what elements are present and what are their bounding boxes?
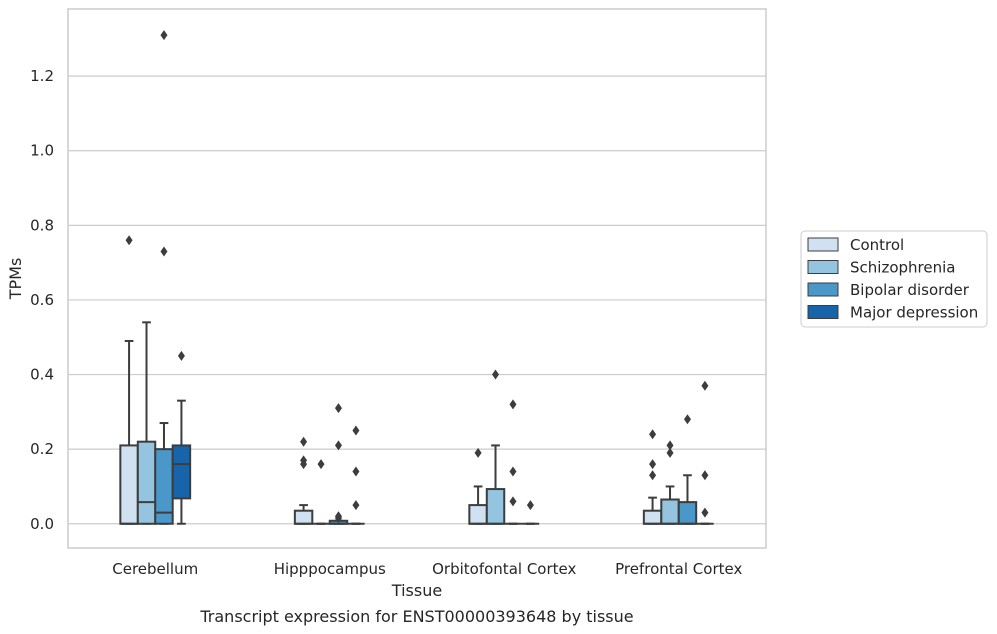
box [660,498,680,525]
outlier-point [526,500,534,511]
legend-swatch [807,260,839,274]
box [485,488,506,525]
outlier-point [701,507,709,518]
box-group [677,414,698,525]
chart-title: Transcript expression for ENST0000039364… [199,607,633,626]
legend-label: Bipolar disorder [850,281,970,299]
outlier-point [666,440,674,451]
box-group [171,350,192,525]
legend-swatch [807,305,839,319]
x-tick-label: Prefrontal Cortex [615,560,742,578]
box [293,509,314,525]
legend-label: Major depression [850,304,978,322]
outlier-point [683,414,691,425]
legend-box [800,230,988,328]
box [119,444,139,525]
legend-swatch [807,237,839,252]
outlier-point [334,403,342,414]
box-group [521,500,540,525]
legend-label: Schizophrenia [850,259,955,277]
box-group [154,30,174,525]
outlier-point [701,470,709,481]
box-group [642,429,663,525]
outlier-point [317,459,325,470]
y-tick-label: 0.6 [30,291,54,309]
box [642,509,663,525]
box-group [136,321,157,525]
outlier-point [649,470,657,481]
box [468,504,488,525]
y-tick-label: 1.2 [30,67,54,85]
x-tick-label: Hipppocampus [274,560,386,578]
legend-swatch [807,282,839,297]
outlier-point [160,30,168,41]
box-group [504,399,522,525]
outlier-point [492,369,500,380]
box-group [119,235,139,525]
outlier-point [334,440,342,451]
y-tick-label: 0.2 [30,440,54,458]
outlier-point [300,436,308,447]
y-tick-label: 1.0 [30,142,54,160]
box-group [485,369,506,525]
box [136,440,157,525]
box-group [696,380,714,525]
x-tick-label: Orbitofontal Cortex [432,560,576,578]
outlier-point [649,459,657,470]
outlier-point [177,350,185,361]
x-axis-label: Tissue [391,581,442,600]
box-group [328,403,349,525]
box-group [468,447,488,525]
y-tick-label: 0.0 [30,515,54,533]
outlier-point [352,466,360,477]
box [171,444,192,500]
x-tick-label: Cerebellum [112,560,198,578]
box-group [660,440,680,525]
x-tick-labels: Cerebellum Hipppocampus Orbitofontal Corte… [112,560,742,578]
plot-frame [67,8,767,549]
y-tick-label: 0.4 [30,366,54,384]
outlier-point [352,425,360,436]
outlier-point [474,447,482,458]
outlier-point [300,455,308,466]
box-group [293,436,314,525]
outlier-point [334,511,342,522]
outlier-point [666,447,674,458]
box [677,501,698,525]
outlier-point [352,500,360,511]
legend-label: Control [850,236,904,254]
outlier-point [509,466,517,477]
outlier-point [125,235,133,246]
box-group [312,459,330,525]
outlier-point [509,496,517,507]
y-tick-label: 0.8 [30,216,54,234]
box-groups [119,30,714,525]
box-group [347,425,365,525]
outlier-point [701,380,709,391]
outlier-point [160,246,168,257]
y-tick-labels: 0.0 0.2 0.4 0.6 0.8 1.0 1.2 [30,67,54,533]
y-axis-label: TPMs [6,258,25,301]
outlier-point [509,399,517,410]
outlier-point [649,429,657,440]
legend: Control Schizophrenia Bipolar disorder Majo… [800,230,988,328]
